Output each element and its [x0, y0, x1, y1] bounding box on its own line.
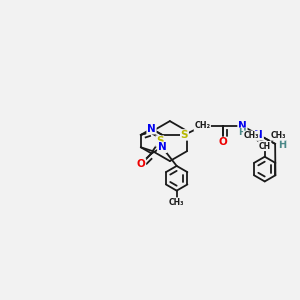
- Text: N: N: [254, 130, 263, 140]
- Text: H: H: [278, 140, 286, 150]
- Text: S: S: [181, 130, 188, 140]
- Text: S: S: [156, 136, 164, 146]
- Text: N: N: [158, 142, 167, 152]
- Text: O: O: [137, 159, 146, 169]
- Text: CH₃: CH₃: [244, 131, 259, 140]
- Text: N: N: [238, 121, 247, 131]
- Text: CH₃: CH₃: [270, 131, 286, 140]
- Text: CH₂: CH₂: [194, 122, 210, 130]
- Text: N: N: [147, 124, 156, 134]
- Text: CH₃: CH₃: [169, 198, 184, 207]
- Text: O: O: [219, 137, 227, 147]
- Text: CH: CH: [259, 142, 271, 151]
- Text: H: H: [238, 128, 246, 137]
